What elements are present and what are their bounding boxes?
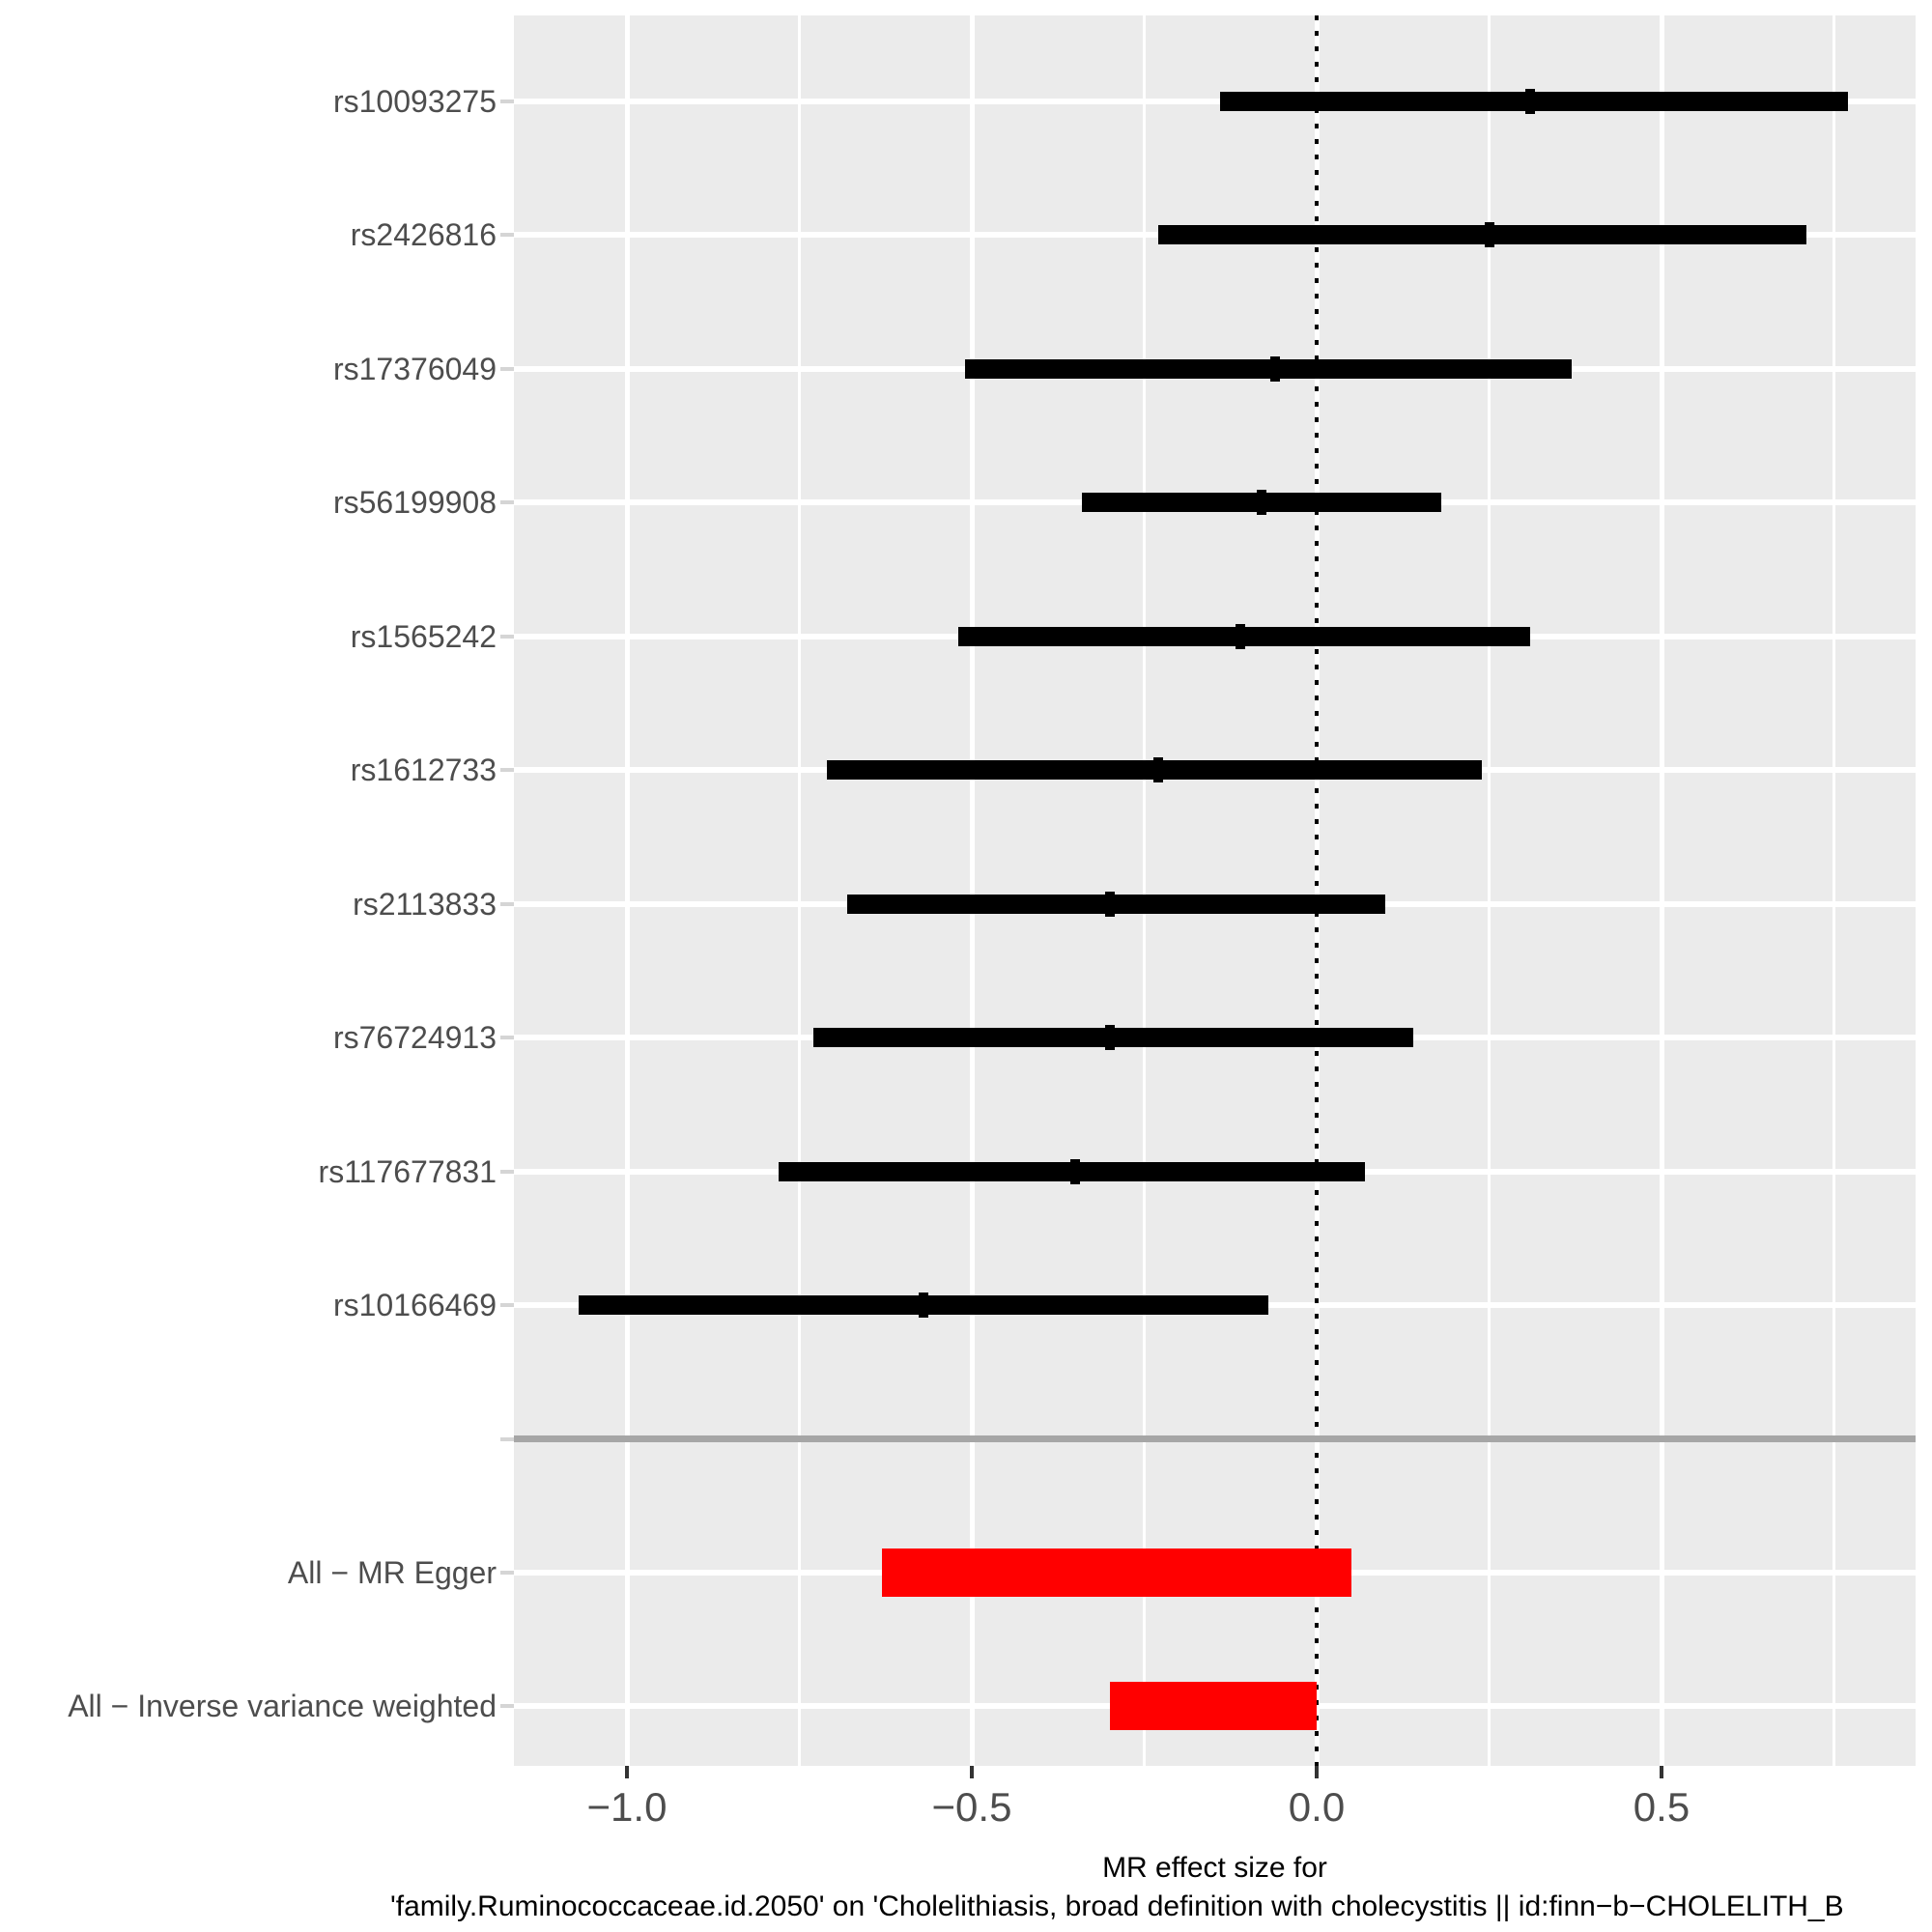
y-axis-tick (500, 901, 514, 906)
grid-minor-vline (1833, 15, 1835, 1766)
y-axis-label: rs17376049 (332, 351, 497, 386)
y-axis-label: All − Inverse variance weighted (68, 1689, 497, 1724)
y-axis-label: rs10093275 (332, 84, 497, 119)
ci-bar (882, 1548, 1351, 1597)
grid-major-vline (624, 15, 630, 1766)
x-axis-title-line2: 'family.Ruminococcaceae.id.2050' on 'Cho… (390, 1890, 1844, 1922)
ci-bar (847, 894, 1386, 914)
point-estimate-tick (1104, 891, 1115, 917)
y-axis-tick (500, 634, 514, 639)
y-axis-label: rs2426816 (350, 217, 497, 253)
y-axis-tick (500, 1704, 514, 1709)
ci-bar (964, 358, 1573, 379)
y-axis-tick (500, 500, 514, 505)
y-axis-tick (500, 1570, 514, 1575)
y-axis-label: rs2113833 (353, 886, 497, 922)
x-axis-tick-label: −1.0 (586, 1784, 668, 1830)
grid-minor-vline (798, 15, 801, 1766)
x-axis-tick (1660, 1766, 1663, 1778)
y-axis-tick (500, 768, 514, 773)
y-axis-tick (500, 1303, 514, 1308)
y-axis-label: All − MR Egger (287, 1554, 497, 1590)
y-axis-tick (500, 99, 514, 103)
zero-dotted-line (1315, 15, 1319, 1766)
y-axis-tick (500, 366, 514, 371)
point-estimate-tick (1256, 490, 1266, 516)
x-axis-tick (625, 1766, 629, 1778)
y-axis-label: rs117677831 (318, 1153, 497, 1189)
x-axis-tick (970, 1766, 974, 1778)
x-axis-title-line1: MR effect size for (1102, 1852, 1327, 1884)
y-axis-label: rs10166469 (332, 1288, 497, 1323)
grid-major-vline (1659, 15, 1664, 1766)
x-axis-tick-label: 0.0 (1288, 1784, 1346, 1830)
y-axis-tick (500, 1169, 514, 1174)
y-axis-tick (500, 1036, 514, 1040)
x-axis-tick-label: 0.5 (1633, 1784, 1690, 1830)
y-axis-label: rs1565242 (350, 618, 497, 654)
y-axis-label: rs76724913 (332, 1020, 497, 1056)
point-estimate-tick (1525, 89, 1536, 114)
point-estimate-tick (1070, 1158, 1081, 1184)
grid-minor-vline (1143, 15, 1146, 1766)
y-axis-label: rs56199908 (332, 485, 497, 521)
summary-separator-line (514, 1435, 1916, 1442)
point-estimate-tick (1270, 355, 1281, 382)
x-axis-tick-label: −0.5 (931, 1784, 1012, 1830)
plot-panel (514, 15, 1916, 1766)
ci-bar (1157, 225, 1806, 245)
point-estimate-tick (919, 1293, 929, 1319)
y-axis-tick (500, 1436, 514, 1441)
point-estimate-tick (1152, 757, 1163, 783)
point-estimate-tick (1484, 222, 1494, 248)
grid-major-vline (969, 15, 975, 1766)
grid-minor-vline (1488, 15, 1491, 1766)
row-gridline (514, 99, 1916, 104)
point-estimate-tick (1104, 1025, 1115, 1051)
y-axis-label: rs1612733 (350, 753, 497, 788)
x-axis-tick (1315, 1766, 1319, 1778)
y-axis-tick (500, 233, 514, 238)
point-estimate-tick (1236, 623, 1246, 649)
ci-bar (1109, 1682, 1317, 1731)
